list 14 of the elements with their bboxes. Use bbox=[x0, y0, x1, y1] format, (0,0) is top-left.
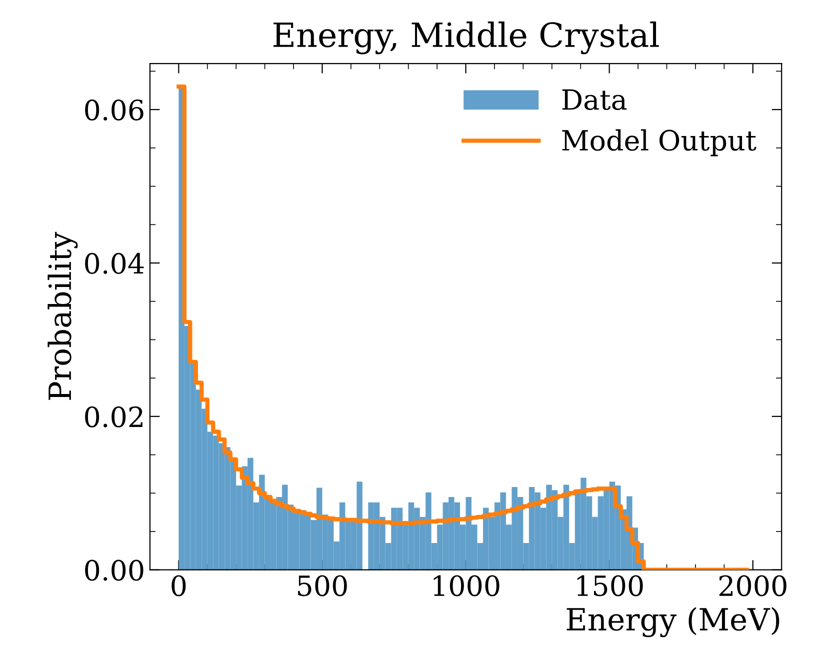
x-tick-label: 500 bbox=[298, 575, 347, 596]
x-tick-label: 0 bbox=[172, 575, 186, 596]
y-tick-label: 0.02 bbox=[85, 406, 142, 428]
x-tick-label: 1000 bbox=[434, 575, 500, 596]
x-axis-title: Energy (MeV) bbox=[566, 607, 780, 638]
x-tick-label: 1500 bbox=[577, 575, 643, 596]
x-tick-label: 2000 bbox=[719, 575, 786, 596]
y-tick-label: 0.00 bbox=[85, 560, 144, 581]
legend-label: Data bbox=[562, 89, 627, 110]
chart-title: Energy, Middle Crystal bbox=[274, 22, 659, 54]
y-axis-title: Probability bbox=[48, 232, 78, 400]
y-tick-label: 0.04 bbox=[85, 252, 144, 274]
legend-label: Model Output bbox=[562, 129, 756, 156]
y-tick-label: 0.06 bbox=[85, 100, 144, 121]
